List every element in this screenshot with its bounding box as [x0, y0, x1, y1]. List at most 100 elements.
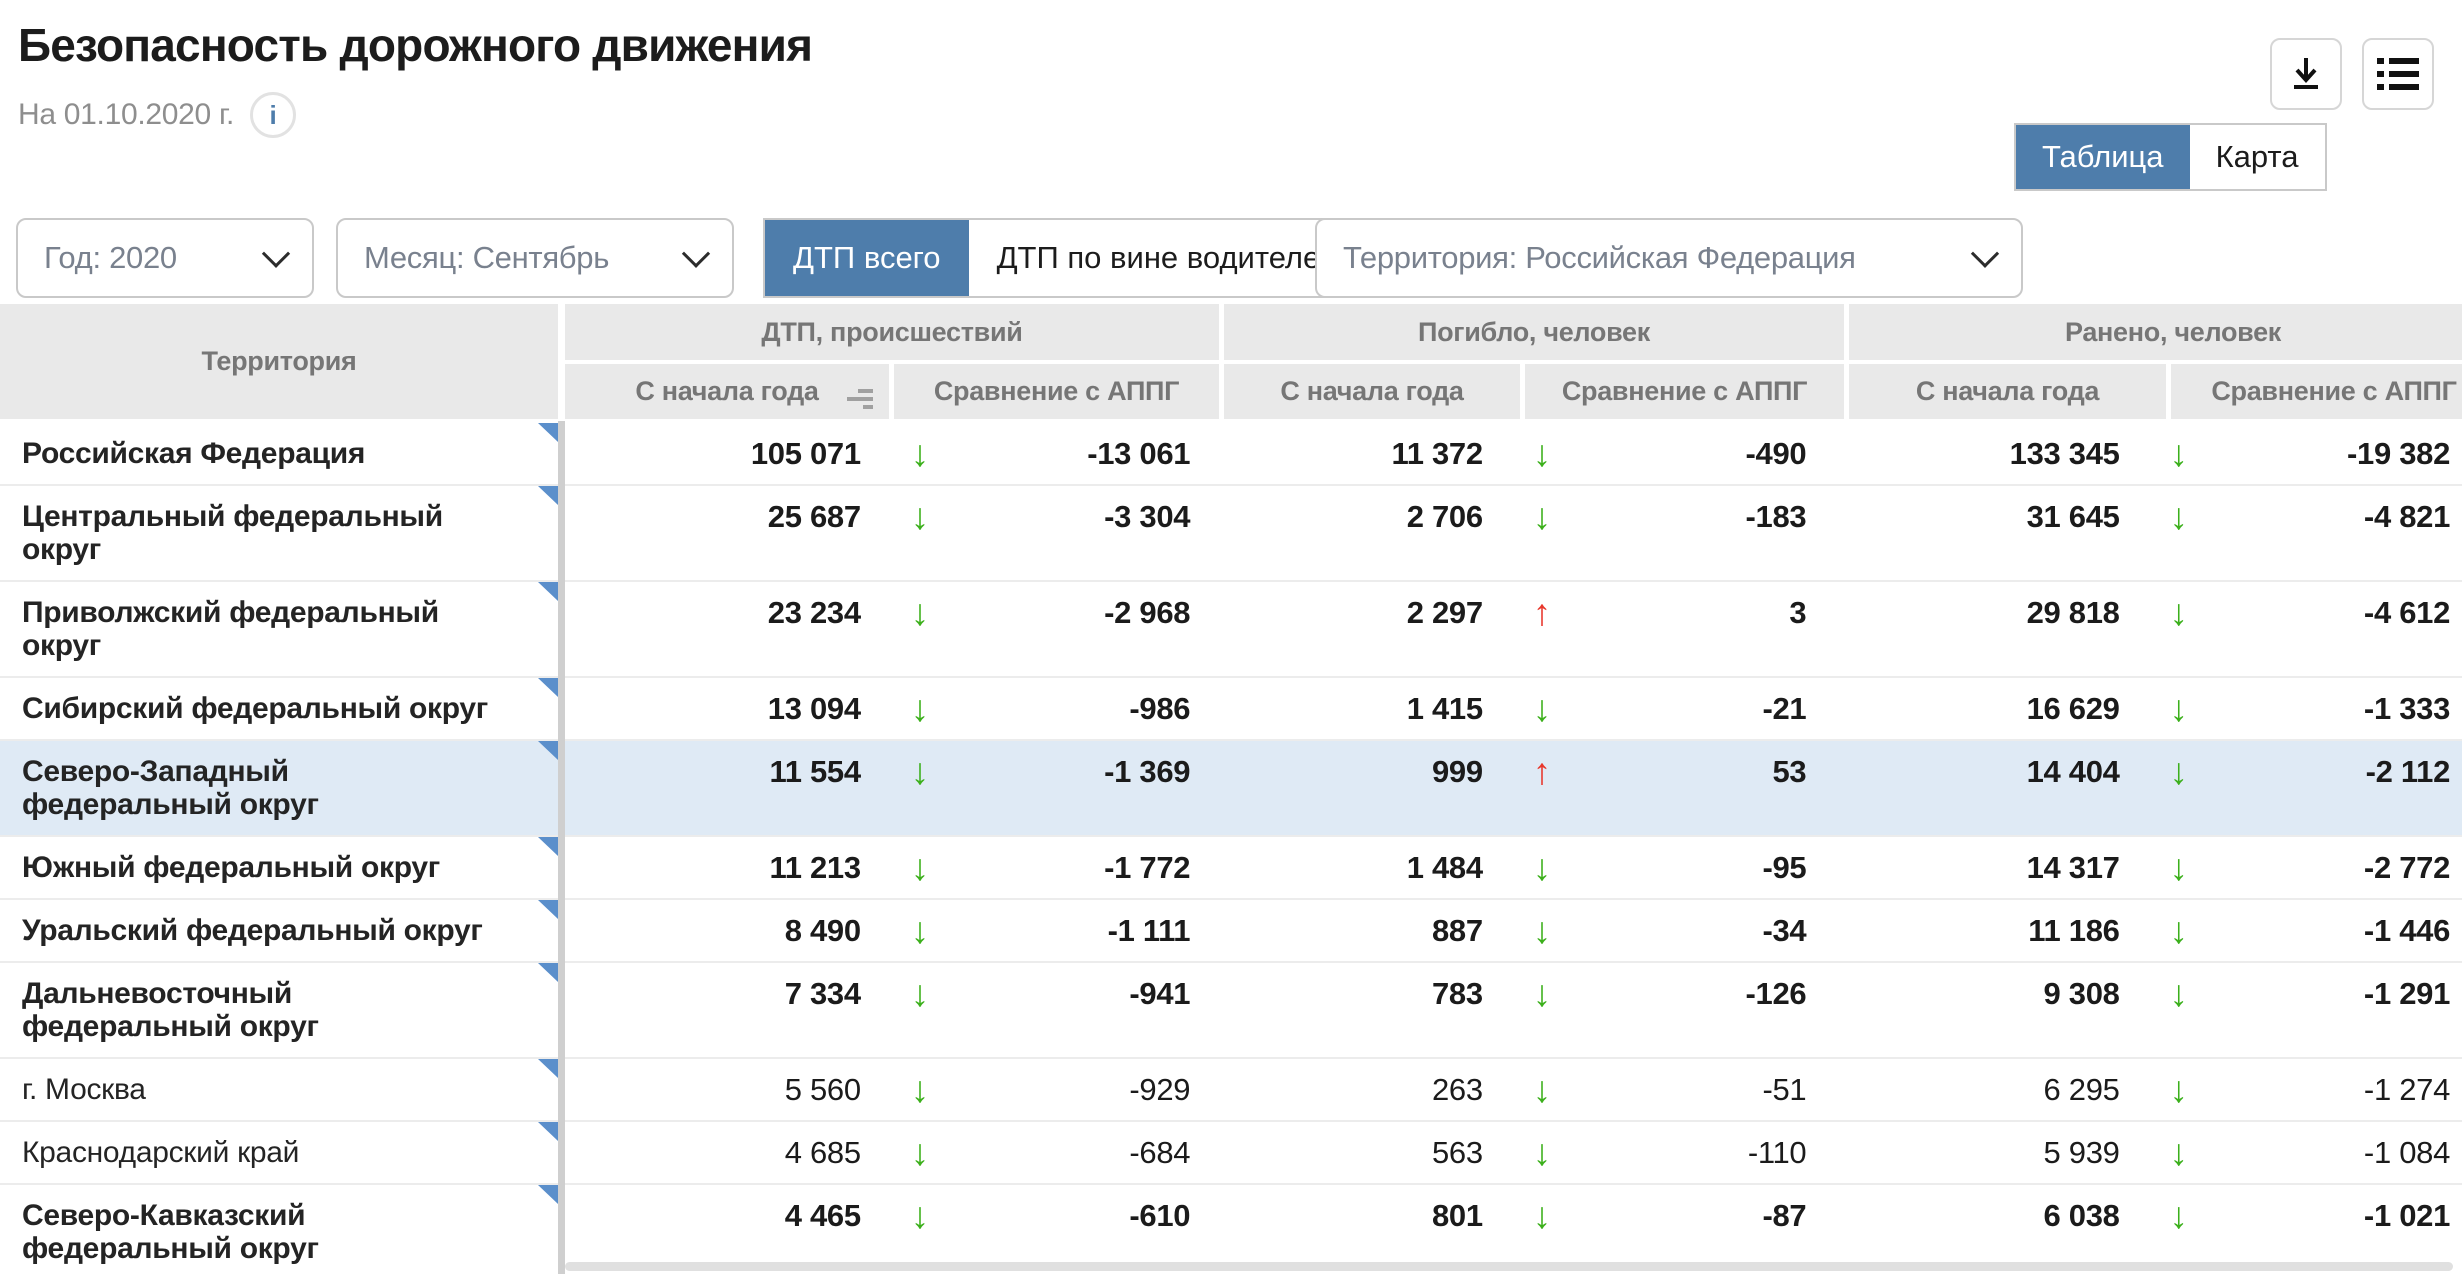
subheader-died-since-start[interactable]: С начала года — [1224, 364, 1520, 419]
table-row[interactable]: Дальневосточный федеральный округ 7 334 … — [0, 961, 2462, 1057]
dtp-since-start-value: 5 560 — [784, 1072, 861, 1107]
died-compare-cell: -21 — [1499, 678, 1819, 739]
injured-compare-value: -4 612 — [2363, 595, 2451, 630]
territory-cell-label: Центральный федеральный округ — [22, 500, 443, 566]
territory-cell[interactable]: Уральский федеральный округ — [0, 900, 558, 961]
table-row[interactable]: Уральский федеральный округ 8 490 -1 111… — [0, 898, 2462, 961]
injured-since-start-value: 29 818 — [2026, 595, 2120, 630]
injured-compare-cell: -1 021 — [2136, 1185, 2462, 1274]
territory-cell-label: Сибирский федеральный округ — [22, 692, 488, 725]
injured-compare-value: -2 112 — [2365, 754, 2451, 789]
territory-cell-label: Северо-Кавказский федеральный округ — [22, 1199, 319, 1265]
injured-compare-value: -1 446 — [2363, 913, 2451, 948]
dtp-since-start-value: 25 687 — [767, 499, 861, 534]
injured-since-start-value: 31 645 — [2026, 499, 2120, 534]
subheader-dtp-compare[interactable]: Сравнение с АППГ — [894, 364, 1219, 419]
table-row[interactable]: Центральный федеральный округ 25 687 -3 … — [0, 484, 2462, 580]
territory-cell-label: г. Москва — [22, 1073, 146, 1106]
year-select[interactable]: Год: 2020 — [16, 218, 314, 298]
territory-cell[interactable]: Краснодарский край — [0, 1122, 558, 1183]
died-since-start-value: 999 — [1431, 754, 1483, 789]
dtp-since-start-value: 13 094 — [767, 691, 861, 726]
territory-cell[interactable]: Северо-Западный федеральный округ — [0, 741, 558, 835]
territory-cell[interactable]: г. Москва — [0, 1059, 558, 1120]
month-select[interactable]: Месяц: Сентябрь — [336, 218, 734, 298]
territory-cell[interactable]: Сибирский федеральный округ — [0, 678, 558, 739]
corner-triangle-icon — [538, 741, 558, 760]
died-compare-cell: -34 — [1499, 900, 1819, 961]
view-map-button[interactable]: Карта — [2189, 125, 2325, 189]
subheader-died-compare[interactable]: Сравнение с АППГ — [1525, 364, 1844, 419]
trend-arrow-icon — [2162, 500, 2196, 533]
table-row[interactable]: Сибирский федеральный округ 13 094 -986 … — [0, 676, 2462, 739]
dtp-since-start-value: 105 071 — [750, 436, 861, 471]
territory-column-header[interactable]: Территория — [0, 304, 558, 419]
died-compare-value: -95 — [1762, 850, 1807, 885]
corner-triangle-icon — [538, 423, 558, 442]
subheader-dtp-since-start[interactable]: С начала года — [565, 364, 889, 419]
horizontal-scrollbar[interactable] — [565, 1262, 2453, 1271]
territory-cell[interactable]: Приволжский федеральный округ — [0, 582, 558, 676]
table-row[interactable]: Северо-Западный федеральный округ 11 554… — [0, 739, 2462, 835]
trend-arrow-icon — [2162, 1073, 2196, 1106]
dtp-compare-cell: -3 304 — [877, 486, 1202, 580]
died-since-start-value: 783 — [1431, 976, 1483, 1011]
territory-cell[interactable]: Северо-Кавказский федеральный округ — [0, 1185, 558, 1274]
view-table-button[interactable]: Таблица — [2016, 125, 2190, 189]
injured-compare-value: -1 333 — [2363, 691, 2451, 726]
territory-cell-label: Дальневосточный федеральный округ — [22, 977, 319, 1043]
sort-icon[interactable] — [847, 385, 873, 409]
dtp-since-start-value: 4 465 — [784, 1198, 861, 1233]
corner-triangle-icon — [538, 1059, 558, 1078]
injured-compare-cell: -1 333 — [2136, 678, 2462, 739]
dtp-compare-cell: -1 111 — [877, 900, 1202, 961]
died-compare-cell: 3 — [1499, 582, 1819, 676]
table-row[interactable]: Российская Федерация 105 071 -13 061 11 … — [0, 423, 2462, 484]
corner-triangle-icon — [538, 1185, 558, 1204]
territory-cell[interactable]: Центральный федеральный округ — [0, 486, 558, 580]
dtp-compare-value: -684 — [1129, 1135, 1191, 1170]
territory-cell[interactable]: Южный федеральный округ — [0, 837, 558, 898]
table-row[interactable]: Приволжский федеральный округ 23 234 -2 … — [0, 580, 2462, 676]
download-button[interactable] — [2270, 38, 2342, 110]
table-row[interactable]: Южный федеральный округ 11 213 -1 772 1 … — [0, 835, 2462, 898]
territory-cell-label: Северо-Западный федеральный округ — [22, 755, 319, 821]
dtp-compare-cell: -986 — [877, 678, 1202, 739]
list-menu-button[interactable] — [2362, 38, 2434, 110]
died-compare-value: -490 — [1745, 436, 1807, 471]
table-row[interactable]: г. Москва 5 560 -929 263 -51 6 295 -1 27… — [0, 1057, 2462, 1120]
died-since-start-value: 1 415 — [1406, 691, 1483, 726]
territory-select[interactable]: Территория: Российская Федерация — [1315, 218, 2023, 298]
column-divider — [558, 421, 565, 1274]
trend-arrow-icon — [2162, 1136, 2196, 1169]
trend-arrow-icon — [1525, 596, 1559, 629]
subheader-injured-since-start[interactable]: С начала года — [1849, 364, 2166, 419]
table-row[interactable]: Северо-Кавказский федеральный округ 4 46… — [0, 1183, 2462, 1274]
injured-since-start-value: 14 404 — [2026, 754, 2120, 789]
table-row[interactable]: Краснодарский край 4 685 -684 563 -110 5… — [0, 1120, 2462, 1183]
territory-cell[interactable]: Дальневосточный федеральный округ — [0, 963, 558, 1057]
dtp-all-button[interactable]: ДТП всего — [765, 220, 969, 296]
territory-cell[interactable]: Российская Федерация — [0, 423, 558, 484]
page-title: Безопасность дорожного движения — [18, 19, 813, 71]
injured-since-start-value: 16 629 — [2026, 691, 2120, 726]
subheader-injured-compare[interactable]: Сравнение с АППГ — [2171, 364, 2462, 419]
info-icon[interactable]: i — [249, 92, 296, 138]
died-compare-cell: -110 — [1499, 1122, 1819, 1183]
trend-arrow-icon — [2162, 914, 2196, 947]
injured-since-start-value: 14 317 — [2026, 850, 2120, 885]
dtp-since-start-value: 23 234 — [767, 595, 861, 630]
table-body: Российская Федерация 105 071 -13 061 11 … — [0, 423, 2462, 1274]
dtp-drivers-button[interactable]: ДТП по вине водителей — [968, 220, 1366, 296]
group-header-died: Погибло, человек — [1224, 304, 1844, 360]
dtp-compare-value: -610 — [1129, 1198, 1191, 1233]
trend-arrow-icon — [2162, 755, 2196, 788]
group-header-dtp: ДТП, происшествий — [565, 304, 1219, 360]
died-compare-value: -183 — [1745, 499, 1807, 534]
injured-since-start-value: 5 939 — [2043, 1135, 2120, 1170]
died-since-start-value: 563 — [1431, 1135, 1483, 1170]
dtp-compare-cell: -610 — [877, 1185, 1202, 1274]
dtp-compare-value: -3 304 — [1104, 499, 1191, 534]
trend-arrow-icon — [1525, 692, 1559, 725]
